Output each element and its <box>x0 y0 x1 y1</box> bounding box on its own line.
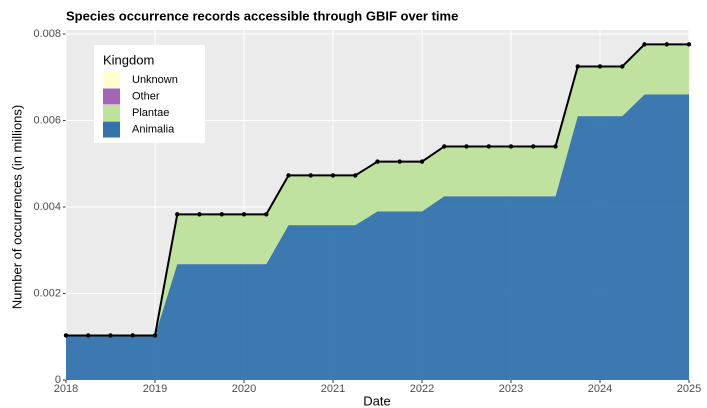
point <box>330 173 336 178</box>
point <box>175 212 180 217</box>
point <box>241 212 247 217</box>
point <box>464 144 469 149</box>
legend-label: Other <box>132 90 160 102</box>
point <box>86 333 91 338</box>
point <box>264 212 269 217</box>
point <box>597 64 603 69</box>
y-axis-title: Number of occurrences (in millions) <box>9 105 24 309</box>
x-tick-label: 2020 <box>232 383 256 395</box>
point <box>642 42 647 47</box>
area <box>66 44 689 336</box>
x-tick-label: 2019 <box>143 383 167 395</box>
chart-title: Species occurrence records accessible th… <box>66 8 458 23</box>
point <box>375 159 380 164</box>
legend-label: Unknown <box>132 74 178 86</box>
x-axis-title: Date <box>363 393 390 408</box>
x-tick-label: 2018 <box>54 383 78 395</box>
x-tick-label: 2023 <box>499 383 523 395</box>
y-tick-label: 0.006 <box>33 114 61 126</box>
point <box>508 144 514 149</box>
point <box>686 42 692 47</box>
point <box>620 64 625 69</box>
legend-label: Animalia <box>132 123 175 135</box>
marks <box>63 42 692 381</box>
point <box>108 333 113 338</box>
point <box>397 159 402 164</box>
x-tick-label: 2022 <box>410 383 434 395</box>
legend-swatch <box>103 88 120 105</box>
point <box>130 333 135 338</box>
point <box>486 144 491 149</box>
point <box>219 212 224 217</box>
y-tick-label: 0 <box>55 374 61 386</box>
point <box>419 159 425 164</box>
point <box>197 212 202 217</box>
legend-swatch <box>103 105 120 121</box>
point <box>63 333 69 338</box>
point <box>531 144 536 149</box>
legend-label: Plantae <box>132 107 169 119</box>
legend-swatch <box>103 121 120 138</box>
point <box>664 42 669 47</box>
x-tick-label: 2025 <box>677 383 701 395</box>
point <box>286 173 291 178</box>
point <box>353 173 358 178</box>
y-tick-label: 0.004 <box>33 201 61 213</box>
legend: Kingdom Unknown Other Plantae Animalia <box>94 45 205 143</box>
y-tick-label: 0.002 <box>33 287 61 299</box>
x-tick-label: 2024 <box>588 383 612 395</box>
point <box>152 333 158 338</box>
point <box>308 173 313 178</box>
point <box>575 64 580 69</box>
legend-title: Kingdom <box>103 52 154 67</box>
x-tick-label: 2021 <box>321 383 345 395</box>
area <box>66 94 689 381</box>
point <box>442 144 447 149</box>
point <box>553 144 558 149</box>
legend-swatch <box>103 72 120 88</box>
y-tick-label: 0.008 <box>33 28 61 40</box>
